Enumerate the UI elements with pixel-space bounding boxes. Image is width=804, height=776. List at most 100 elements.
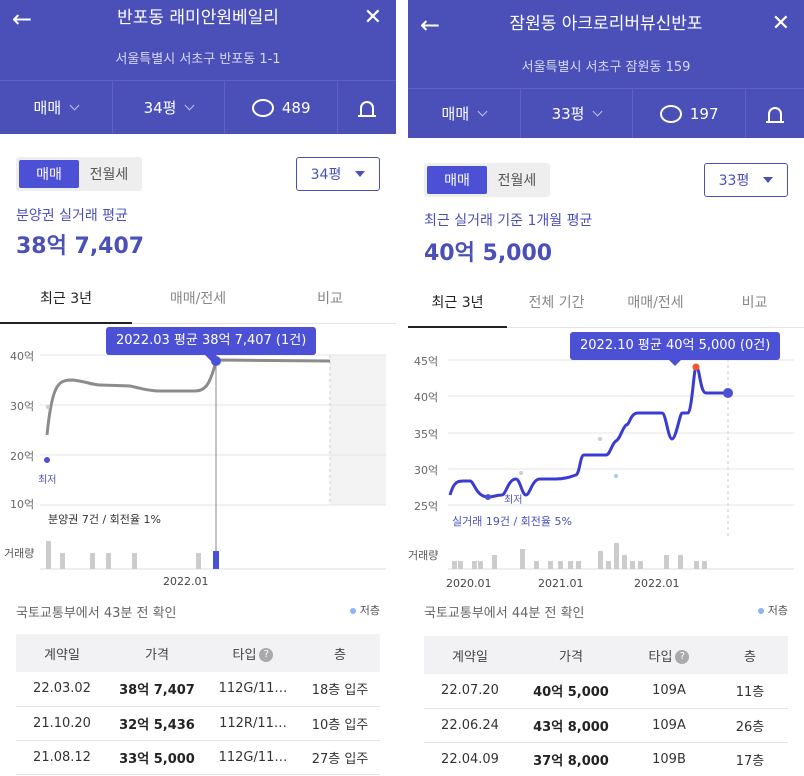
cell-price: 33억 5,000 (108, 740, 206, 775)
table-row[interactable]: 22.04.09 37억 8,000 109B 17층 (424, 742, 788, 776)
volume-bar (132, 553, 137, 569)
volume-bar (702, 561, 707, 569)
chevron-down-icon (69, 100, 80, 110)
toggle-sale[interactable]: 매매 (427, 166, 487, 194)
volume-bar (694, 561, 699, 569)
selected-point (723, 388, 733, 398)
tab-sale-jeonse[interactable]: 매매/전세 (627, 294, 684, 311)
notification-button[interactable] (338, 81, 396, 134)
size-dropdown[interactable]: 34평 (113, 81, 226, 134)
price-chart[interactable]: 2022.03 평균 38억 7,407 (1건) 40억 30억 20억 10… (0, 325, 396, 593)
price-line (448, 365, 728, 499)
price-chart[interactable]: 2022.10 평균 40억 5,000 (0건) 45억 40억 35억 30… (408, 329, 804, 597)
comments-button[interactable]: 489 (225, 81, 339, 134)
back-arrow-icon[interactable]: ← (420, 11, 441, 39)
speech-bubble-icon (659, 104, 682, 123)
tab-all-period[interactable]: 전체 기간 (528, 294, 585, 311)
average-price: 40억 5,000 (424, 241, 553, 266)
table-row[interactable]: 22.03.02 38억 7,407 112G/11… 18층 입주 (16, 672, 380, 707)
size-select-value: 33평 (718, 173, 750, 189)
table-row[interactable]: 21.10.20 32억 5,436 112R/11… 10층 입주 (16, 706, 380, 741)
table-header-row: 계약일 가격 타입? 층 (424, 636, 788, 674)
toggle-rent[interactable]: 전월세 (497, 173, 537, 189)
chart-tooltip: 2022.03 평균 38억 7,407 (1건) (106, 327, 317, 361)
volume-bar (622, 555, 627, 569)
back-arrow-icon[interactable]: ← (12, 5, 33, 33)
size-select-value: 34평 (310, 167, 342, 183)
notification-button[interactable] (746, 89, 804, 138)
volume-bar (598, 551, 603, 569)
volume-label: 거래량 (4, 547, 35, 560)
col-type: 타입? (206, 634, 300, 672)
toggle-rent[interactable]: 전월세 (89, 167, 129, 183)
tab-compare[interactable]: 비교 (741, 294, 768, 311)
help-icon[interactable]: ? (259, 648, 274, 662)
filter-bar: 매매 34평 489 (0, 80, 396, 134)
volume-bar (664, 555, 669, 569)
comments-button[interactable]: 197 (633, 89, 747, 138)
comment-count: 197 (689, 104, 719, 123)
trade-summary: 실거래 19건 / 회전율 5% (452, 515, 572, 528)
trade-type-dropdown[interactable]: 매매 (0, 81, 113, 134)
size-label: 34평 (143, 99, 177, 117)
volume-bar (196, 553, 201, 569)
average-label: 최근 실거래 기준 1개월 평균 (424, 213, 593, 229)
legend-dot (349, 608, 356, 614)
cell-floor: 18층 입주 (300, 672, 380, 707)
cell-price: 40억 5,000 (516, 674, 626, 709)
close-icon[interactable]: ✕ (363, 5, 382, 30)
tab-sale-jeonse[interactable]: 매매/전세 (169, 290, 227, 307)
volume-bar (638, 561, 643, 569)
close-icon[interactable]: ✕ (771, 11, 790, 36)
col-price: 가격 (516, 636, 626, 674)
listing-panel-right: ← 잠원동 아크로리버뷰신반포 ✕ 서울특별시 서초구 잠원동 159 매매 3… (408, 0, 804, 776)
size-select[interactable]: 33평 (704, 163, 788, 197)
size-label: 33평 (551, 105, 585, 123)
cell-floor: 10층 입주 (300, 706, 380, 741)
panel-divider (396, 0, 408, 776)
chart-canvas (40, 354, 386, 570)
volume-bar (520, 549, 525, 569)
cell-date: 22.03.02 (16, 672, 108, 707)
y-tick: 40억 (10, 350, 35, 363)
caret-down-icon (355, 171, 366, 177)
legend-label: 저층 (767, 604, 788, 617)
cell-date: 22.07.20 (424, 674, 516, 709)
listing-panel-left: ← 반포동 래미안원베일리 ✕ 서울특별시 서초구 반포동 1-1 매매 34평… (0, 0, 396, 776)
help-icon[interactable]: ? (675, 650, 690, 664)
average-label: 분양권 실거래 평균 (16, 208, 128, 224)
x-tick: 2020.01 (446, 577, 492, 590)
toggle-sale[interactable]: 매매 (19, 160, 79, 188)
legend: 저층 (757, 602, 788, 618)
tab-compare[interactable]: 비교 (317, 290, 343, 307)
col-type-label: 타입 (232, 647, 257, 663)
complex-title: 잠원동 아크로리버뷰신반포 (509, 14, 703, 34)
legend: 저층 (349, 602, 380, 618)
y-tick: 25억 (414, 500, 439, 513)
size-dropdown[interactable]: 33평 (521, 89, 634, 138)
volume-bar (568, 561, 573, 569)
cell-floor: 27층 입주 (300, 740, 380, 775)
col-floor: 층 (300, 634, 380, 672)
col-price: 가격 (108, 634, 206, 672)
cell-price: 37억 8,000 (516, 742, 626, 776)
table-row[interactable]: 21.08.12 33억 5,000 112G/11… 27층 입주 (16, 740, 380, 775)
volume-bar-selected (213, 551, 219, 569)
volume-bar (478, 561, 483, 569)
table-row[interactable]: 22.06.24 43억 8,000 109A 26층 (424, 708, 788, 743)
trade-type-dropdown[interactable]: 매매 (408, 89, 521, 138)
volume-bar (606, 561, 611, 569)
trade-dot (519, 471, 523, 475)
size-select[interactable]: 34평 (296, 157, 380, 191)
col-type-label: 타입 (648, 649, 673, 665)
caret-down-icon (763, 177, 774, 183)
tab-recent-3y[interactable]: 최근 3년 (0, 272, 132, 324)
volume-bar (60, 553, 65, 569)
volume-bar (106, 553, 111, 569)
trade-type-label: 매매 (441, 105, 470, 123)
tab-recent-3y[interactable]: 최근 3년 (408, 276, 507, 328)
chart-tooltip: 2022.10 평균 40억 5,000 (0건) (570, 332, 781, 366)
trade-dot (46, 405, 50, 409)
data-source: 국토교통부에서 44분 전 확인 (424, 606, 585, 621)
table-row[interactable]: 22.07.20 40억 5,000 109A 11층 (424, 674, 788, 709)
